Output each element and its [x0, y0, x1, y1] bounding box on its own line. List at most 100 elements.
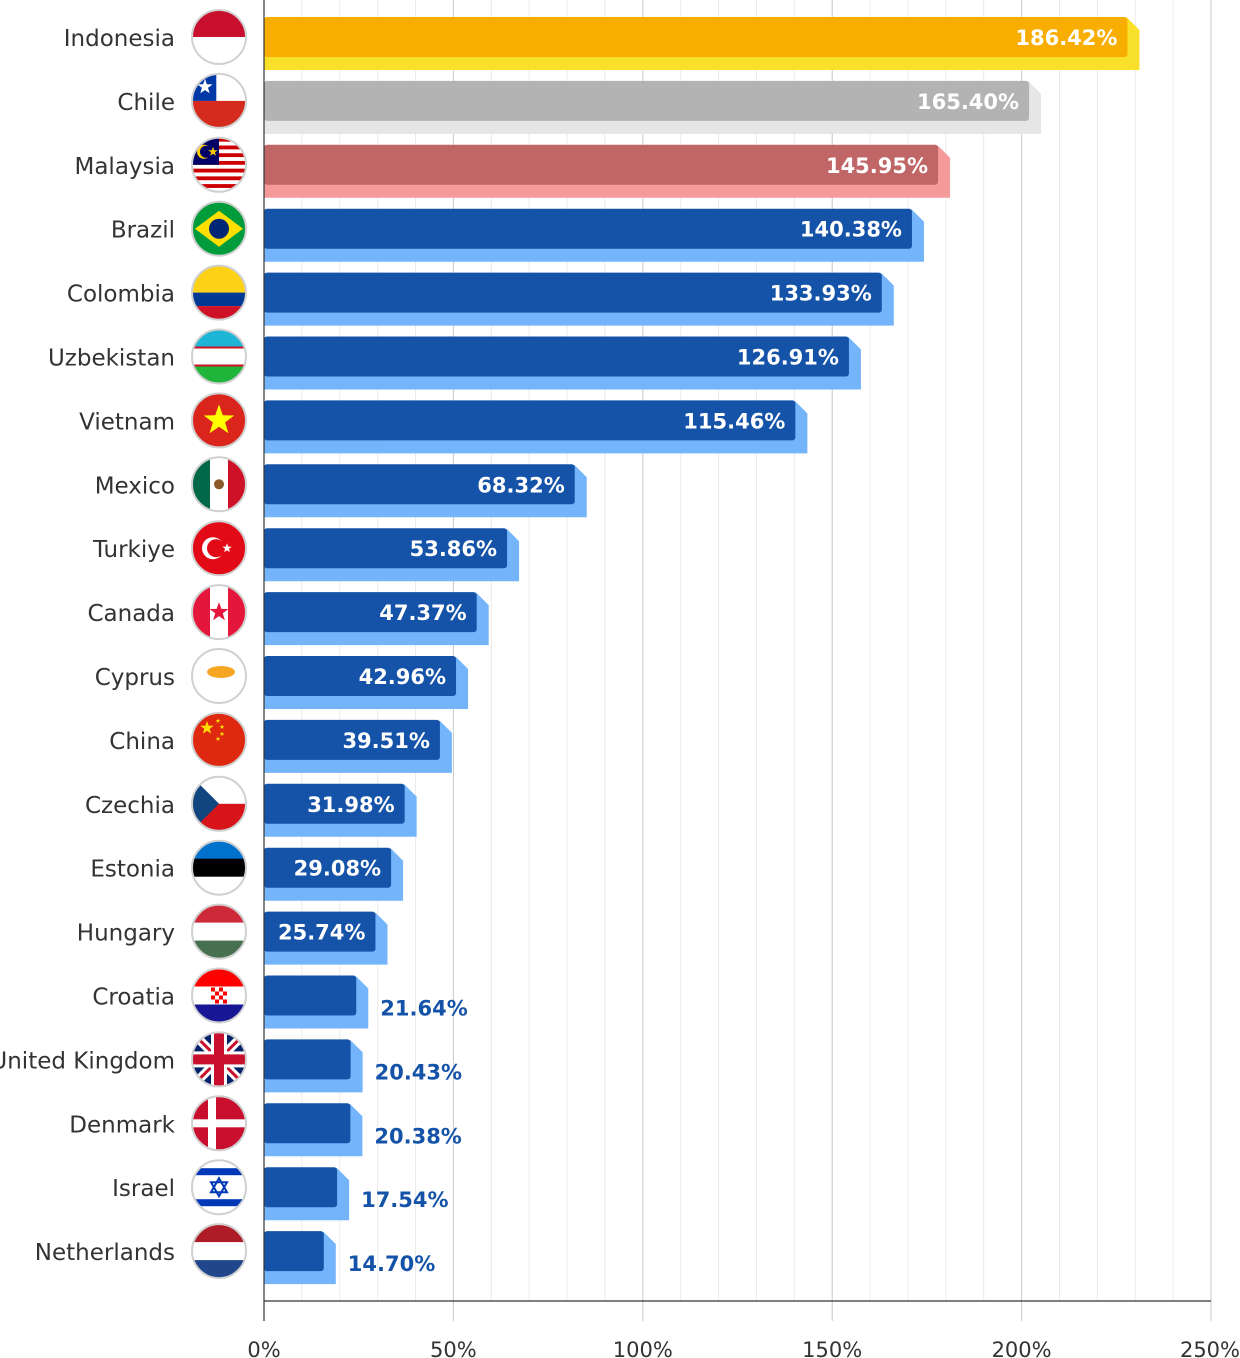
bar [264, 911, 376, 952]
flag-border [191, 136, 247, 193]
bar [264, 208, 912, 249]
flag-border [191, 584, 247, 641]
category-label: Hungary [77, 921, 175, 947]
x-tick-label: 250% [1180, 1338, 1240, 1358]
bar [264, 400, 796, 441]
bar-group: 14.70% [264, 1231, 435, 1285]
value-label: 140.38% [800, 218, 902, 242]
bar-group: 115.46% [264, 400, 808, 454]
flag-border [191, 1223, 247, 1280]
denmark-flag-icon [192, 1096, 246, 1151]
united-kingdom-flag-icon [192, 1032, 246, 1087]
value-label: 42.96% [359, 665, 446, 689]
cyprus-flag-icon [192, 649, 246, 703]
value-label: 31.98% [307, 793, 394, 817]
bar [264, 847, 392, 888]
bar [264, 144, 939, 185]
category-label: Mexico [95, 473, 175, 499]
flag-border [191, 392, 247, 449]
flag-border [191, 967, 247, 1024]
category-label: Indonesia [64, 26, 175, 52]
category-label: Canada [87, 601, 175, 627]
flag-border [191, 200, 247, 257]
category-label: Uzbekistan [48, 346, 175, 372]
value-label: 115.46% [683, 409, 785, 433]
bar [264, 592, 477, 633]
bar [264, 17, 1128, 57]
bar [264, 464, 575, 505]
bar-group: 186.42% [264, 17, 1140, 70]
x-tick-label: 200% [992, 1338, 1052, 1358]
bar [264, 80, 1030, 121]
flag-border [191, 520, 247, 577]
category-label: Netherlands [35, 1240, 175, 1266]
category-label: Israel [112, 1176, 175, 1202]
brazil-flag-icon [192, 201, 246, 256]
bar-group: 42.96% [264, 656, 469, 709]
flag-border [191, 648, 247, 704]
bar [264, 783, 405, 824]
value-label: 53.86% [410, 537, 497, 561]
flag-border [191, 456, 247, 513]
bar [264, 1167, 338, 1208]
flag-border [191, 1031, 247, 1088]
value-label: 133.93% [770, 282, 872, 306]
bar-group: 165.40% [264, 80, 1042, 134]
bar-group: 133.93% [264, 272, 894, 326]
flag-border [191, 9, 247, 65]
category-label: Chile [117, 90, 175, 116]
bars: 186.42% 165.40% 145.95% 140.38% 133.93% 126.9… [264, 17, 1140, 1285]
value-label: 126.91% [737, 346, 839, 370]
bar-group: 47.37% [264, 592, 489, 646]
category-label: Estonia [90, 857, 175, 883]
category-label: Cyprus [95, 665, 175, 691]
flag-border [191, 839, 247, 896]
value-label: 186.42% [1015, 26, 1117, 50]
category-label: Malaysia [74, 154, 175, 180]
bar-group: 20.43% [264, 1039, 462, 1093]
value-label: 21.64% [380, 997, 467, 1021]
bar [264, 1039, 351, 1080]
bar [264, 1231, 324, 1272]
bar-group: 39.51% [264, 719, 452, 773]
bar [264, 975, 357, 1016]
bar-group: 21.64% [264, 975, 468, 1029]
x-axis: 0% 50% 100% 150% 200% 250% [247, 0, 1240, 1358]
x-tick-label: 50% [430, 1338, 477, 1358]
bar [264, 272, 882, 313]
flag-border [191, 72, 247, 129]
category-labels: Indonesia Chile Malaysia Brazil Colombia Uzbe… [0, 9, 247, 1280]
bar-group: 68.32% [264, 464, 587, 518]
flag-border [191, 775, 247, 832]
china-flag-icon [192, 712, 246, 767]
flag-border [191, 903, 247, 960]
bar-group: 140.38% [264, 208, 924, 262]
x-tick-label: 100% [613, 1338, 673, 1358]
value-label: 17.54% [361, 1188, 448, 1212]
value-label: 47.37% [379, 601, 466, 625]
value-label: 20.38% [374, 1124, 461, 1148]
flag-border [191, 264, 247, 321]
value-label: 20.43% [375, 1060, 462, 1084]
bar-group: 20.38% [264, 1103, 462, 1157]
vietnam-flag-icon [192, 393, 246, 448]
bar-group: 53.86% [264, 528, 520, 582]
flag-border [191, 1159, 247, 1216]
category-label: Vietnam [79, 409, 175, 435]
category-label: Denmark [69, 1112, 175, 1138]
bar-group: 145.95% [264, 144, 951, 198]
x-tick-label: 0% [247, 1338, 280, 1358]
value-label: 145.95% [826, 154, 928, 178]
bar [264, 528, 508, 569]
flag-border [191, 711, 247, 768]
category-label: United Kingdom [0, 1048, 175, 1074]
x-tick-label: 150% [802, 1338, 862, 1358]
category-label: Czechia [85, 793, 175, 819]
turkiye-flag-icon [192, 521, 246, 576]
value-label: 165.40% [917, 90, 1019, 114]
bar [264, 336, 849, 377]
category-label: China [109, 729, 175, 755]
value-label: 14.70% [348, 1252, 435, 1276]
bar [264, 719, 440, 760]
